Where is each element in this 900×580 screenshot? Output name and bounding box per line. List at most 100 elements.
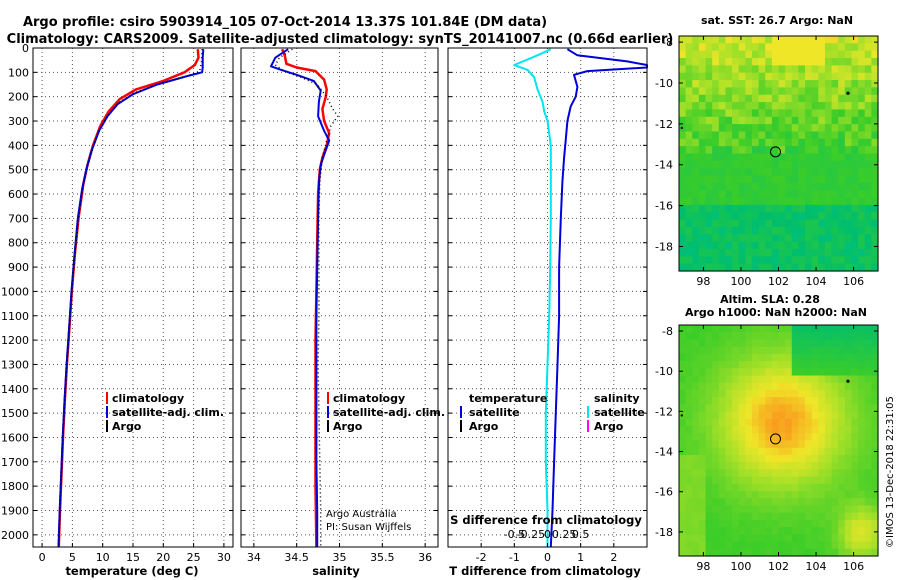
heatmap-cell (818, 43, 826, 52)
heatmap-cell (732, 160, 740, 169)
heatmap-cell (692, 102, 700, 111)
heatmap-cell (871, 256, 879, 265)
heatmap-cell (758, 411, 766, 420)
heatmap-cell (771, 241, 780, 250)
y-tick-label: 1400 (1, 383, 29, 396)
heatmap-cell (698, 462, 707, 470)
heatmap-cell (725, 476, 733, 485)
heatmap-cell (705, 339, 713, 348)
heatmap-cell (818, 197, 826, 206)
heatmap-cell (738, 433, 746, 442)
heatmap-cell (818, 204, 826, 213)
heatmap-cell (805, 256, 813, 265)
heatmap-cell (679, 109, 687, 118)
heatmap-cell (712, 160, 720, 169)
heatmap-cell (718, 43, 727, 52)
heatmap-cell (811, 204, 819, 213)
heatmap-cell (692, 454, 700, 463)
heatmap-cell (844, 109, 853, 118)
heatmap-cell (771, 433, 780, 442)
heatmap-cell (692, 190, 700, 199)
heatmap-cell (824, 204, 833, 213)
heatmap-cell (705, 548, 713, 557)
heatmap-cell (745, 94, 753, 103)
heatmap-cell (712, 102, 720, 111)
y-tick-label: 600 (8, 188, 29, 201)
heatmap-cell (718, 80, 727, 88)
heatmap-cell (692, 248, 700, 257)
heatmap-cell (698, 72, 707, 81)
heatmap-cell (818, 483, 826, 492)
heatmap-cell (692, 109, 700, 118)
heatmap-cell (712, 138, 720, 147)
heatmap-cell (685, 124, 693, 133)
heatmap-cell (712, 109, 720, 118)
heatmap-cell (718, 160, 727, 169)
heatmap-cell (738, 375, 746, 384)
heatmap-cell (698, 353, 707, 362)
heatmap-cell (811, 36, 819, 44)
heatmap-cell (745, 182, 753, 191)
heatmap-cell (791, 433, 799, 442)
heatmap-cell (844, 418, 853, 427)
heatmap-cell (844, 197, 853, 206)
heatmap-cell (738, 248, 746, 257)
heatmap-cell (771, 519, 780, 528)
heatmap-cell (798, 447, 806, 456)
legend-swatch-s-satellite (587, 406, 589, 418)
heatmap-cell (818, 102, 826, 111)
heatmap-cell (732, 87, 740, 96)
heatmap-cell (751, 512, 760, 521)
heatmap-cell (805, 248, 813, 257)
heatmap-cell (725, 234, 733, 243)
heatmap-cell (765, 248, 773, 257)
heatmap-cell (785, 397, 793, 406)
heatmap-cell (745, 411, 753, 420)
heatmap-cell (858, 426, 866, 434)
heatmap-cell (718, 361, 727, 369)
heatmap-cell (698, 219, 707, 228)
heatmap-cell (805, 433, 813, 442)
heatmap-cell (805, 36, 813, 44)
heatmap-cell (824, 346, 833, 355)
heatmap-cell (858, 389, 866, 398)
heatmap-cell (824, 491, 833, 499)
heatmap-cell (732, 527, 740, 535)
heatmap-cell (758, 131, 766, 140)
heatmap-cell (705, 131, 713, 140)
heatmap-cell (692, 368, 700, 377)
heatmap-cell (712, 483, 720, 492)
heatmap-cell (758, 389, 766, 398)
heatmap-cell (698, 519, 707, 528)
heatmap-cell (751, 109, 760, 118)
heatmap-cell (698, 182, 707, 191)
heatmap-cell (771, 483, 780, 492)
heatmap-cell (785, 146, 793, 155)
heatmap-cell (858, 462, 866, 470)
heatmap-cell (838, 226, 846, 235)
heatmap-cell (791, 382, 799, 391)
heatmap-cell (738, 454, 746, 463)
heatmap-cell (831, 102, 839, 111)
heatmap-cell (851, 248, 859, 257)
heatmap-cell (712, 505, 720, 514)
heatmap-cell (732, 433, 740, 442)
heatmap-cell (765, 263, 773, 272)
heatmap-cell (745, 138, 753, 147)
heatmap-cell (698, 491, 707, 499)
heatmap-cell (858, 65, 866, 74)
heatmap-cell (692, 433, 700, 442)
heatmap-cell (758, 505, 766, 514)
heatmap-cell (679, 87, 687, 96)
heatmap-cell (811, 491, 819, 499)
heatmap-cell (844, 505, 853, 514)
heatmap-cell (824, 241, 833, 250)
heatmap-cell (818, 153, 826, 162)
heatmap-cell (738, 541, 746, 550)
heatmap-cell (751, 65, 760, 74)
heatmap-cell (692, 160, 700, 169)
heatmap-cell (811, 462, 819, 470)
heatmap-cell (811, 168, 819, 177)
heatmap-cell (712, 182, 720, 191)
heatmap-cell (738, 389, 746, 398)
